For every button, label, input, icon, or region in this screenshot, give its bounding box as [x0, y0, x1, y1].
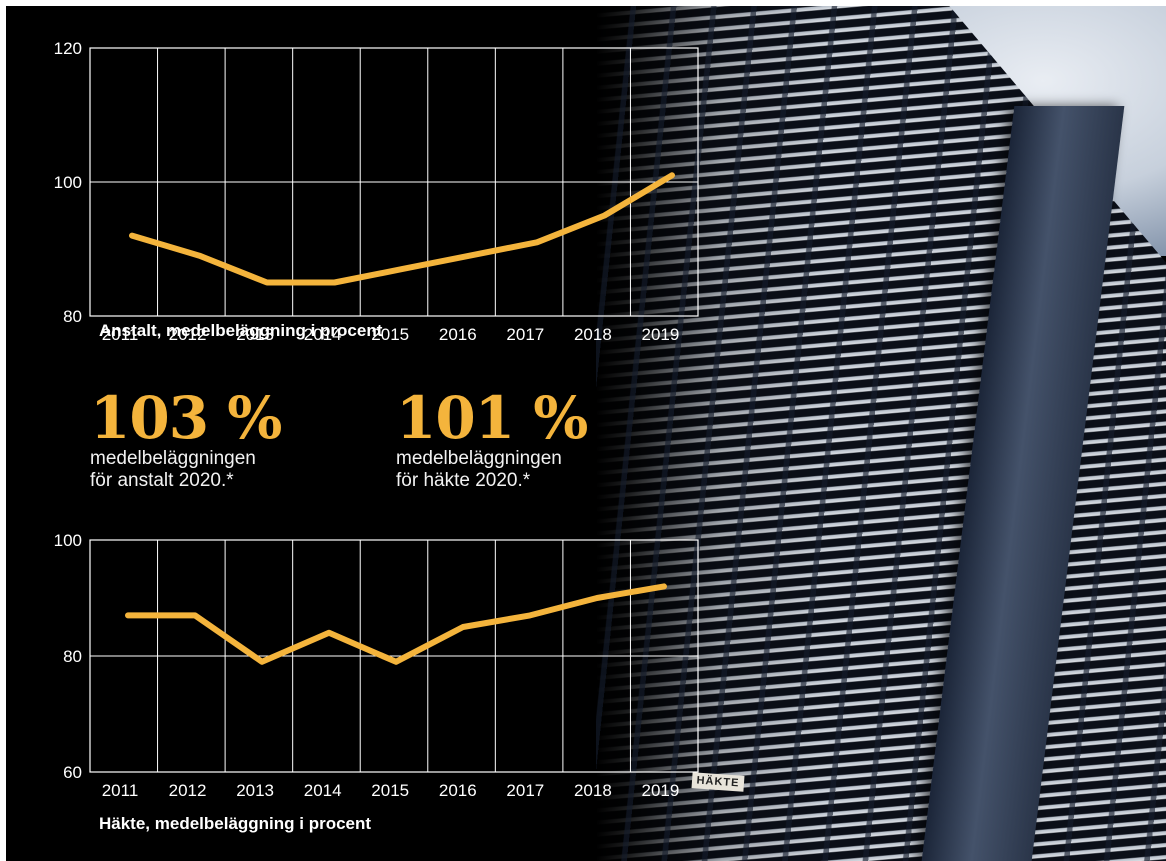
y-tick-label: 100	[54, 531, 82, 550]
x-tick-label: 2016	[439, 781, 477, 800]
anstalt-stat-value: 103 %	[90, 384, 282, 452]
x-tick-label: 2012	[169, 325, 207, 344]
y-tick-label: 100	[54, 173, 82, 192]
x-tick-label: 2015	[371, 781, 409, 800]
anstalt-chart-title: Anstalt, medelbeläggning i procent	[99, 321, 383, 340]
series-line	[129, 172, 675, 286]
prison-facade-photo: HÄKTE	[596, 6, 1166, 861]
x-tick-label: 2011	[102, 781, 139, 800]
x-tick-label: 2019	[642, 781, 680, 800]
series-line	[125, 583, 667, 665]
x-tick-label: 2015	[371, 325, 409, 344]
anstalt-line-chart: 80 100 120 2011 2012 2013 2014 2015 2016 2017 2018…	[54, 39, 699, 344]
x-tick-label: 2012	[169, 781, 207, 800]
y-tick-label: 80	[63, 307, 82, 326]
hakte-stat-description: medelbeläggningen för häkte 2020.*	[396, 448, 562, 491]
x-tick-label: 2018	[574, 325, 612, 344]
y-tick-label: 60	[63, 763, 82, 782]
x-tick-label: 2014	[304, 325, 342, 344]
x-tick-label: 2019	[642, 325, 680, 344]
hakte-chart-title: Häkte, medelbeläggning i procent	[99, 814, 372, 833]
hakte-stat: 101 % medelbeläggningen för häkte 2020.*	[396, 384, 588, 492]
x-tick-label: 2017	[506, 781, 544, 800]
x-tick-label: 2013	[236, 325, 274, 344]
anstalt-stat-description: medelbeläggningen för anstalt 2020.*	[90, 448, 256, 491]
hakte-stat-value: 101 %	[396, 384, 588, 452]
hakte-line-chart: 60 80 100 2011 2012 2013 2014 2015 2016 2017 2018 2…	[54, 531, 699, 800]
x-tick-label: 2011	[102, 325, 139, 344]
x-tick-label: 2017	[506, 325, 544, 344]
x-tick-label: 2016	[439, 325, 477, 344]
x-tick-label: 2014	[304, 781, 342, 800]
y-tick-label: 80	[63, 647, 82, 666]
x-tick-label: 2018	[574, 781, 612, 800]
y-tick-label: 120	[54, 39, 82, 58]
anstalt-stat: 103 % medelbeläggningen för anstalt 2020…	[90, 384, 282, 492]
infographic-canvas: HÄKTE 80 100 120 2011 2012 2013 2014 2015 2016 20…	[6, 6, 1166, 861]
x-tick-label: 2013	[236, 781, 274, 800]
